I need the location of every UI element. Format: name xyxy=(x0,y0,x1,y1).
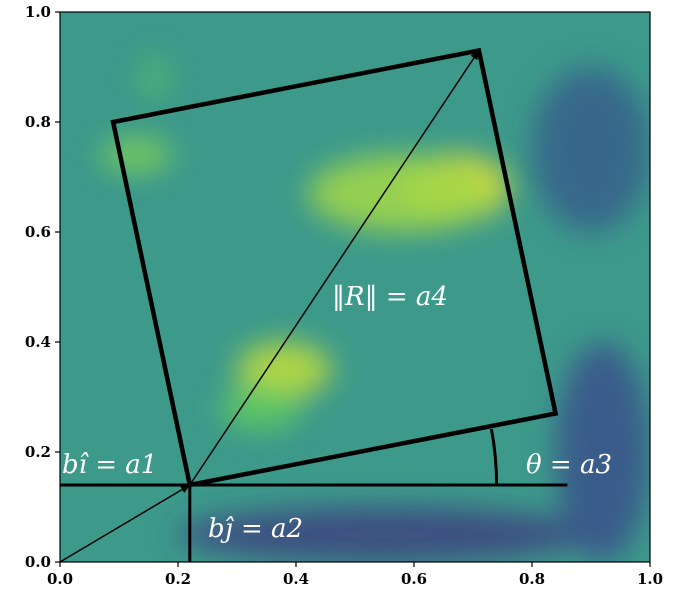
origin-vector-arrow xyxy=(59,484,191,563)
heatmap-hot-regions xyxy=(101,56,509,430)
x-axis-ticks: 0.0 0.2 0.4 0.6 0.8 1.0 xyxy=(47,562,663,588)
x-tick-label: 0.0 xyxy=(47,570,73,588)
heatmap-cool-region xyxy=(178,507,591,562)
y-tick-label: 0.0 xyxy=(25,553,51,571)
plot-frame xyxy=(59,11,651,563)
annotation-a4: ‖R‖ = a4 xyxy=(332,282,448,312)
x-tick-label: 0.8 xyxy=(519,570,545,588)
theta-angle-arc xyxy=(489,428,499,486)
heatmap-hot-region xyxy=(219,386,302,430)
y-tick-label: 1.0 xyxy=(25,3,51,21)
x-tick-label: 0.6 xyxy=(401,570,427,588)
annotation-layer: bî = a1 bĵ = a2 θ = a3 ‖R‖ = a4 xyxy=(62,282,612,544)
heatmap-cool-region xyxy=(555,342,650,562)
heatmap-hot-region xyxy=(142,56,167,100)
heatmap-cool-regions xyxy=(178,67,650,562)
y-tick-label: 0.8 xyxy=(25,113,51,131)
y-axis-ticks: 0.0 0.2 0.4 0.6 0.8 1.0 xyxy=(25,3,60,571)
y-tick-label: 0.2 xyxy=(25,443,51,461)
x-tick-label: 0.4 xyxy=(283,570,309,588)
x-tick-label: 0.2 xyxy=(165,570,191,588)
diagonal-vector-arrow xyxy=(189,49,480,486)
overlay-layer xyxy=(59,47,568,563)
annotation-a3: θ = a3 xyxy=(526,450,612,480)
annotation-a1: bî = a1 xyxy=(62,450,157,480)
y-tick-label: 0.4 xyxy=(25,333,51,351)
heatmap-hot-region xyxy=(307,155,497,232)
y-tick-label: 0.6 xyxy=(25,223,51,241)
x-tick-label: 1.0 xyxy=(637,570,663,588)
heatmap-hot-region xyxy=(101,138,173,172)
heatmap-area xyxy=(60,12,650,562)
annotation-a2: bĵ = a2 xyxy=(208,514,303,544)
heatmap-hot-region xyxy=(237,342,332,397)
heatmap-cool-region xyxy=(532,67,650,232)
